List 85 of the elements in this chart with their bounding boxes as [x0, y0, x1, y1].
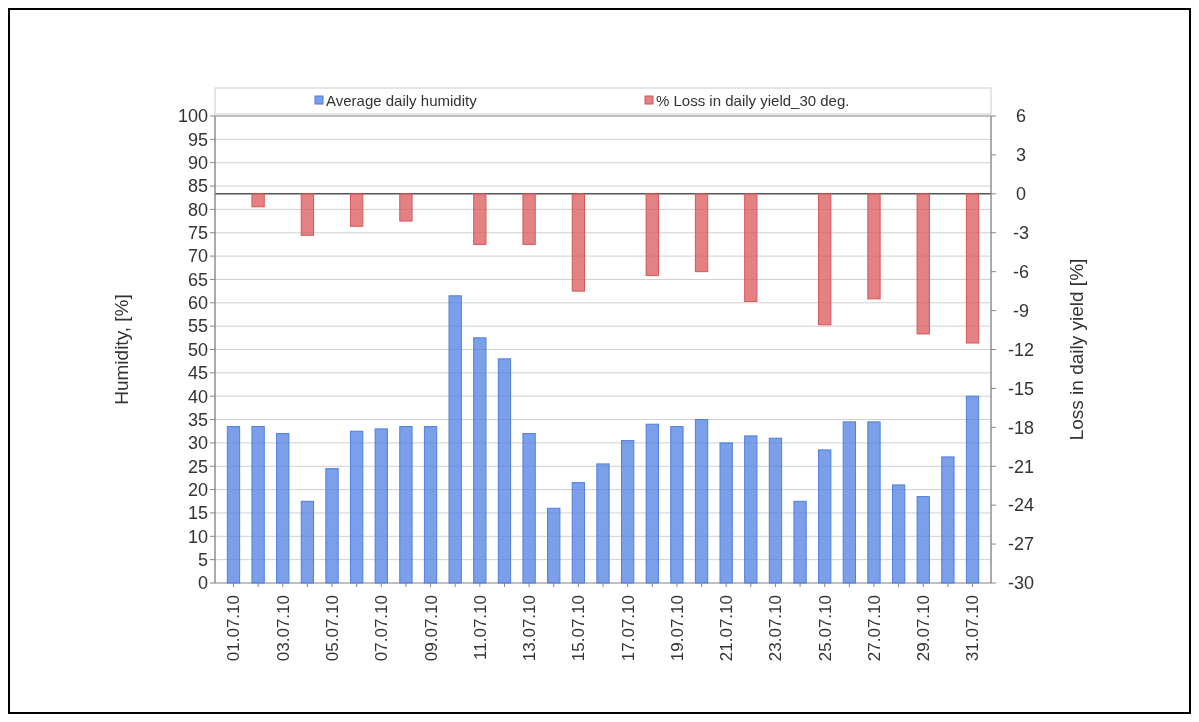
bar: [842, 421, 857, 584]
bar: [965, 395, 980, 584]
x-tick-label: 15.07.10: [569, 595, 589, 662]
y2-tick-label: 6: [1015, 106, 1027, 127]
bar: [571, 482, 586, 584]
y-tick-label: 80: [187, 199, 208, 220]
bar: [916, 496, 930, 584]
y2-tick-label: 3: [1015, 145, 1027, 166]
y-tick-label: 40: [187, 386, 208, 407]
x-tick-label: 17.07.10: [618, 595, 638, 662]
y2-tick-label: 0: [1015, 184, 1027, 205]
y-tick-label: 50: [187, 339, 208, 360]
x-tick-label: 23.07.10: [766, 595, 786, 662]
bar: [818, 449, 832, 584]
y-tick-label: 25: [187, 456, 208, 477]
y-tick-label: 35: [187, 409, 208, 430]
y-tick-label: 85: [187, 176, 208, 197]
x-tick-label: 29.07.10: [914, 595, 934, 662]
y-axis-title: Humidity, [%]: [111, 294, 132, 405]
legend-label: % Loss in daily yield_30 deg.: [656, 92, 850, 110]
y2-tick-label: -6: [1012, 261, 1030, 282]
bar: [349, 430, 364, 584]
y-tick-label: 60: [187, 293, 208, 314]
y2-tick-label: -27: [1007, 534, 1035, 555]
x-tick-label: 05.07.10: [322, 595, 342, 662]
y-tick-label: 100: [177, 106, 208, 127]
y-tick-label: 90: [187, 153, 208, 173]
y-tick-label: 15: [187, 503, 208, 524]
bar: [473, 337, 487, 584]
bar: [620, 440, 635, 584]
y-tick-label: 10: [187, 526, 208, 547]
bar: [793, 500, 807, 584]
x-tick-label: 13.07.10: [520, 595, 540, 662]
y2-tick-label: -3: [1012, 223, 1030, 244]
bar: [744, 435, 758, 584]
bar: [423, 426, 438, 584]
y-tick-label: 75: [187, 223, 208, 244]
bar: [325, 468, 339, 584]
bar: [276, 433, 290, 584]
bar: [522, 433, 536, 584]
x-tick-label: 03.07.10: [273, 595, 293, 662]
y-tick-label: 30: [187, 433, 208, 454]
y-tick-label: 55: [187, 316, 208, 337]
x-tick-label: 07.07.10: [372, 595, 392, 662]
bar: [891, 484, 906, 584]
y2-tick-label: -30: [1007, 573, 1035, 594]
x-tick-label: 19.07.10: [667, 595, 687, 662]
y-tick-label: 45: [187, 363, 208, 384]
bar: [596, 463, 610, 584]
y-tick-label: 70: [187, 246, 208, 267]
bar: [448, 295, 462, 584]
y2-tick-label: -15: [1007, 378, 1035, 399]
bar: [768, 437, 783, 584]
y2-tick-label: -12: [1007, 339, 1035, 360]
y-tick-label: 5: [197, 549, 208, 570]
bar: [547, 507, 561, 584]
bar: [374, 428, 388, 584]
x-tick-label: 21.07.10: [717, 595, 737, 662]
y2-axis-title: Loss in daily yield [%]: [1066, 258, 1087, 441]
x-tick-label: 11.07.10: [470, 595, 490, 660]
bar: [719, 442, 733, 584]
x-tick-label: 25.07.10: [815, 595, 835, 662]
y-tick-label: 95: [187, 129, 208, 150]
bar: [226, 426, 241, 584]
x-tick-label: 01.07.10: [224, 595, 244, 662]
bar: [497, 358, 512, 584]
y2-tick-label: -18: [1007, 417, 1035, 438]
y-tick-label: 65: [187, 269, 208, 290]
bar: [941, 456, 955, 584]
x-tick-label: 09.07.10: [421, 595, 441, 662]
y2-tick-label: -21: [1007, 456, 1035, 477]
bar: [399, 426, 413, 584]
bar: [670, 426, 684, 584]
y2-tick-label: -9: [1012, 300, 1030, 321]
bar: [645, 423, 659, 584]
bar: [867, 421, 881, 584]
bar: [694, 419, 709, 584]
bar: [251, 426, 265, 584]
x-tick-label: 27.07.10: [864, 595, 884, 662]
y-tick-label: 20: [187, 479, 208, 500]
y-tick-label: 0: [197, 573, 208, 594]
y2-tick-label: -24: [1007, 495, 1035, 516]
legend-label: Average daily humidity: [326, 92, 478, 110]
bar: [300, 500, 315, 584]
x-tick-label: 31.07.10: [963, 595, 983, 662]
